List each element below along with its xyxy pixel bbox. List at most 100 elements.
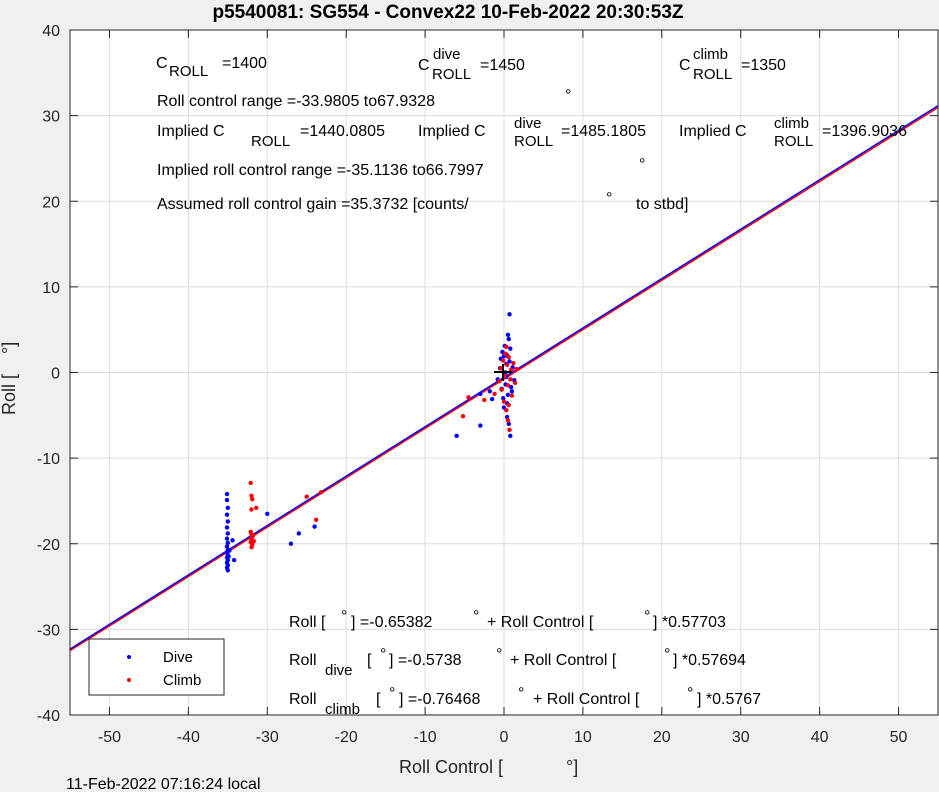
point-climb [460,413,466,419]
degree-symbol: ° [664,646,670,663]
fit-all-c: + Roll Control [ [487,614,594,631]
x-tick-label: 50 [890,729,908,746]
fit-climb-a: Roll [289,691,317,708]
point-climb [497,378,502,384]
legend-box [88,638,225,696]
data-points [224,312,519,573]
fit-climb-b: [ [376,691,381,708]
point-climb [498,366,504,371]
roll-control-gain-tail: to stbd] [636,196,688,213]
x-tick-label: -40 [177,729,200,746]
point-climb [512,380,518,385]
point-dive [504,414,510,420]
point-climb [251,538,257,544]
y-tick-label: -30 [37,622,60,639]
point-climb [504,407,509,413]
point-dive [506,421,511,427]
x-tick-label: 0 [500,729,509,746]
point-climb [466,395,471,400]
point-climb [501,399,507,404]
annotation-block-top: C ROLL =1400 C dive ROLL =1450 C climb R… [156,46,907,213]
point-climb [509,393,515,398]
point-climb [504,362,510,367]
roll-control-gain: Assumed roll control gain =35.3732 [coun… [157,196,469,213]
fit-dive-sub: dive [325,662,353,679]
point-dive [501,395,506,401]
c-roll-dive-value: =1450 [480,57,525,74]
origin-marker [494,364,512,381]
svg-text:Roll [: Roll [ [0,374,19,415]
legend-dive-label: Dive [163,649,193,666]
point-climb [250,497,255,502]
point-climb [507,427,512,433]
c-roll-value: =1400 [222,55,267,72]
point-dive [505,332,511,338]
c-roll-label: C [156,55,168,72]
y-tick-label: -40 [37,708,60,725]
point-dive [227,548,232,553]
point-climb [254,505,259,510]
implied-c-climb-sub: ROLL [774,133,813,150]
point-dive [508,346,513,351]
point-dive [265,511,270,516]
fit-dive-a: Roll [289,652,317,669]
point-dive [296,531,302,536]
point-climb [501,358,506,363]
fit-climb-c: ] =-0.76468 [399,691,481,708]
point-climb [249,507,254,512]
fit-all-b: ] =-0.65382 [351,614,433,631]
implied-c-climb-label: Implied C [679,123,747,140]
point-climb [506,402,511,408]
point-climb [511,360,516,366]
degree-symbol: ° [341,608,347,625]
point-dive [312,524,317,529]
point-dive [225,505,231,510]
x-tick-label: 40 [811,729,829,746]
y-tick-label: 40 [42,23,60,40]
x-axis-label: Roll Control [ [399,757,503,777]
point-dive [508,433,513,439]
degree-symbol: ° [389,685,395,702]
point-dive [230,538,235,543]
x-tick-label: 30 [732,729,750,746]
point-dive [224,544,230,549]
point-climb [250,532,256,538]
point-climb [505,383,511,388]
point-climb [514,366,519,372]
point-dive [478,391,483,397]
degree-symbol: ° [606,190,612,207]
implied-c-climb-value: =1396.9036 [822,123,907,140]
degree-symbol: ° [473,608,479,625]
fit-climb-sub: climb [325,701,360,718]
point-climb [249,544,254,550]
point-dive [224,512,230,517]
axis-ticks: -50 -40 -30 -20 -10 0 10 20 30 40 50 -40 -30 -20 -10 0 1… [37,23,938,746]
fit-dive-e: ] *0.57694 [673,652,746,669]
point-dive [288,541,294,546]
x-tick-label: -20 [335,729,358,746]
degree-symbol: ° [687,685,693,702]
fit-climb-d: + Roll Control [ [533,691,640,708]
point-dive [224,491,230,497]
point-dive [225,568,231,573]
x-tick-label: -30 [256,729,279,746]
y-tick-label: -20 [37,537,60,554]
implied-c-dive-sup: dive [514,115,542,132]
annotation-block-fits: Roll [ ° ] =-0.65382 ° + Roll Control [ … [289,608,761,718]
degree-symbol: ° [518,685,524,702]
point-climb [318,490,324,495]
point-dive [507,312,512,317]
footer-timestamp: 11-Feb-2022 07:16:24 local [66,776,261,792]
degree-symbol: ° [380,646,386,663]
point-dive [507,359,512,364]
fit-all-d: ] *0.57703 [653,614,726,631]
chart-title: p5540081: SG554 - Convex22 10-Feb-2022 2… [212,2,683,23]
implied-c-value: =1440.0805 [300,123,385,140]
c-roll-dive-label: C [418,57,430,74]
point-climb [505,418,511,423]
point-climb [506,354,511,360]
y-tick-label: 0 [51,366,60,383]
legend: Dive Climb [88,638,225,696]
fit-climb-e: ] *0.5767 [697,691,761,708]
